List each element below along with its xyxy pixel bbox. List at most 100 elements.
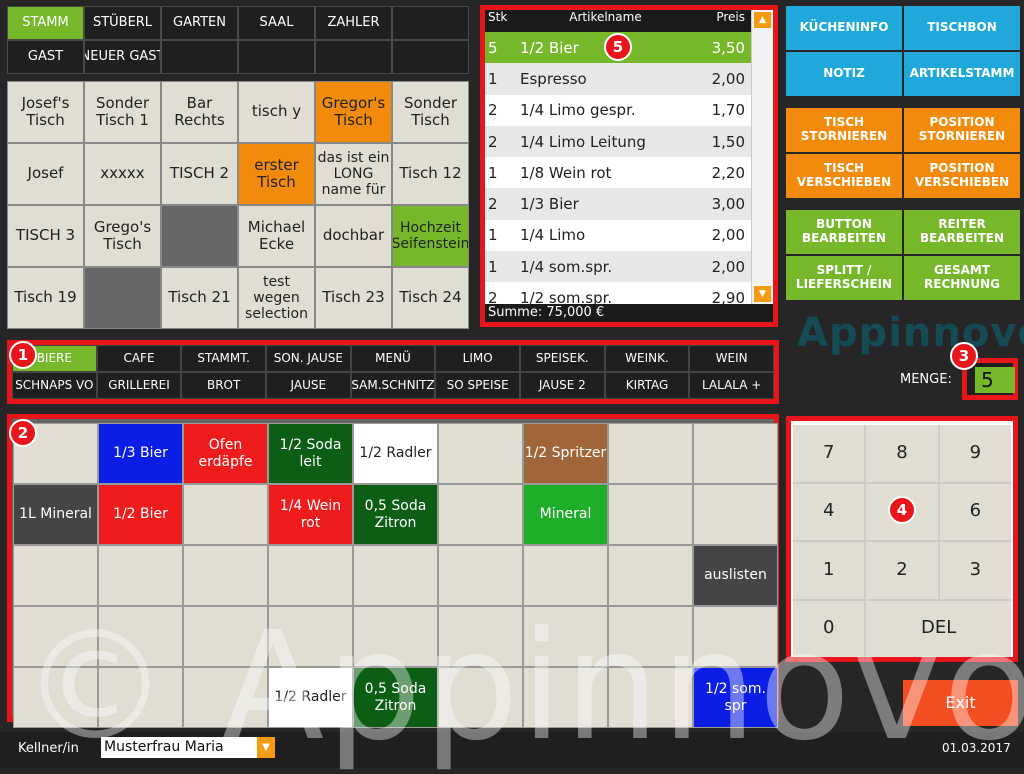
article-button[interactable] [98,545,183,606]
keypad-key[interactable]: 0 [793,600,865,657]
category-tab[interactable]: GRILLEREI [96,372,182,399]
room-tab[interactable] [315,40,392,74]
article-button[interactable] [693,484,778,545]
room-tab[interactable]: ZAHLER [315,6,392,40]
table-button[interactable]: Gregor's Tisch [315,81,392,143]
article-button[interactable]: Mineral [523,484,608,545]
room-tab[interactable] [161,40,238,74]
article-button[interactable] [13,606,98,667]
article-button[interactable] [353,606,438,667]
function-button[interactable]: ARTIKELSTAMM [904,52,1020,96]
category-tab[interactable]: WEINK. [604,345,690,372]
room-tab[interactable]: STAMM [7,6,84,40]
article-button[interactable] [183,484,268,545]
article-button[interactable]: 0,5 Soda Zitron [353,484,438,545]
category-tab[interactable]: SCHNAPS VO [12,372,97,399]
article-button[interactable] [183,545,268,606]
keypad-key[interactable]: 2 [866,542,938,599]
room-tab[interactable] [238,40,315,74]
room-tab[interactable] [392,6,469,40]
function-button[interactable]: BUTTON BEARBEITEN [786,210,902,254]
table-button[interactable] [161,205,238,267]
order-row[interactable]: 1 1/4 som.spr. 2,00 [485,251,751,283]
function-button[interactable]: SPLITT / LIEFERSCHEIN [786,256,902,300]
category-tab[interactable]: JAUSE [265,372,351,399]
table-button[interactable]: test wegen selection [238,267,315,329]
article-button[interactable]: 1/2 Soda leit [268,423,353,484]
table-button[interactable]: Bar Rechts [161,81,238,143]
category-tab[interactable]: WEIN [689,345,774,372]
article-button[interactable] [13,545,98,606]
table-button[interactable] [84,267,161,329]
keypad-key[interactable]: 8 [866,425,938,482]
article-button[interactable] [438,484,523,545]
table-button[interactable]: Tisch 12 [392,143,469,205]
category-tab[interactable]: MENÜ [350,345,436,372]
article-button[interactable] [13,667,98,728]
article-button[interactable] [438,667,523,728]
keypad-key[interactable]: 1 [793,542,865,599]
room-tab[interactable] [392,40,469,74]
exit-button[interactable]: Exit [903,680,1018,726]
table-button[interactable]: Grego's Tisch [84,205,161,267]
table-button[interactable]: xxxxx [84,143,161,205]
article-button[interactable]: 1/2 Radler [353,423,438,484]
article-button[interactable] [608,606,693,667]
table-button[interactable]: Tisch 23 [315,267,392,329]
table-button[interactable]: tisch y [238,81,315,143]
article-button[interactable] [268,545,353,606]
room-tab[interactable]: GARTEN [161,6,238,40]
function-button[interactable]: GESAMT RECHNUNG [904,256,1020,300]
table-button[interactable]: TISCH 2 [161,143,238,205]
order-row[interactable]: 2 1/4 Limo Leitung 1,50 [485,125,751,158]
room-tab[interactable]: STÜBERL [84,6,161,40]
table-button[interactable]: TISCH 3 [7,205,84,267]
article-button[interactable] [608,545,693,606]
article-button[interactable] [353,545,438,606]
table-button[interactable]: Josef [7,143,84,205]
article-button[interactable]: Ofen erdäpfe [183,423,268,484]
category-tab[interactable]: JAUSE 2 [519,372,605,399]
order-row[interactable]: 2 1/2 som.spr. 2,90 [485,282,751,304]
function-button[interactable]: POSITION VERSCHIEBEN [904,154,1020,198]
article-button[interactable] [523,545,608,606]
article-button[interactable]: 1/2 Radler [268,667,353,728]
scroll-down-icon[interactable]: ▼ [754,286,771,302]
category-tab[interactable]: SON. JAUSE [265,345,351,372]
order-row[interactable]: 2 1/3 Bier 3,00 [485,188,751,220]
category-tab[interactable]: SO SPEISE [435,372,520,399]
article-button[interactable]: 1/2 Spritzer [523,423,608,484]
category-tab[interactable]: SAM.SCHNITZ [350,372,436,399]
keypad-key[interactable]: 9 [939,425,1011,482]
category-tab[interactable]: STAMMT. [181,345,266,372]
waiter-select[interactable]: Musterfrau Maria ▼ [101,737,275,758]
function-button[interactable]: POSITION STORNIEREN [904,108,1020,152]
category-tab[interactable]: SPEISEK. [519,345,605,372]
article-button[interactable] [693,606,778,667]
room-tab[interactable]: SAAL [238,6,315,40]
article-button[interactable]: 1/2 Bier [98,484,183,545]
article-button[interactable]: 1/2 som. spr [693,667,778,728]
table-button[interactable]: Tisch 24 [392,267,469,329]
table-button[interactable]: Tisch 19 [7,267,84,329]
article-button[interactable] [438,423,523,484]
article-button[interactable] [438,545,523,606]
article-button[interactable] [98,667,183,728]
article-button[interactable]: 1/4 Wein rot [268,484,353,545]
order-scrollbar[interactable]: ▲ ▼ [751,10,773,304]
article-button[interactable]: 1L Mineral [13,484,98,545]
article-button[interactable] [523,606,608,667]
order-row[interactable]: 1 1/8 Wein rot 2,20 [485,157,751,188]
category-tab[interactable]: LIMO [435,345,520,372]
table-button[interactable]: das ist ein LONG name für [315,143,392,205]
keypad-key[interactable]: 7 [793,425,865,482]
room-tab[interactable]: NEUER GAST [84,40,161,74]
menge-value[interactable]: 5 [975,367,1015,393]
article-button[interactable]: 0,5 Soda Zitron [353,667,438,728]
article-button[interactable] [608,667,693,728]
category-tab[interactable]: CAFE [96,345,182,372]
table-button[interactable]: Josef's Tisch [7,81,84,143]
table-button[interactable]: dochbar [315,205,392,267]
article-button[interactable] [608,423,693,484]
function-button[interactable]: TISCH VERSCHIEBEN [786,154,902,198]
